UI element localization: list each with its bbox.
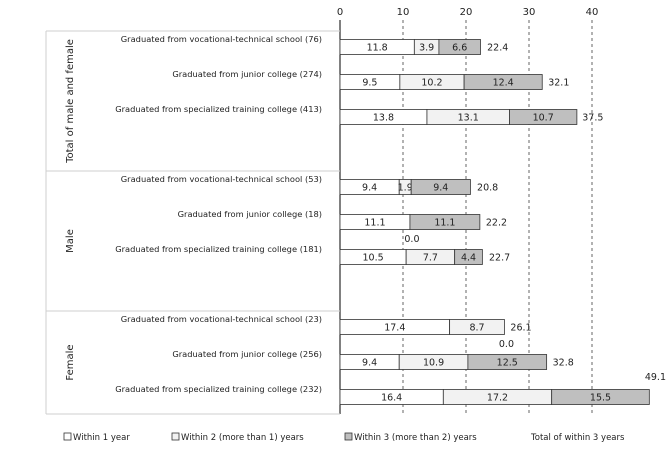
bar-segment <box>467 354 548 370</box>
x-tick-label: 10 <box>397 7 410 18</box>
bar-segment <box>454 249 483 265</box>
legend-swatch <box>171 432 180 441</box>
bar-segment <box>551 389 650 405</box>
bar-value-label: 12.4 <box>493 78 514 89</box>
category-label: Graduated from junior college (256) <box>172 349 322 359</box>
bar-value-label: 9.4 <box>433 183 448 194</box>
bar-value-label: 17.2 <box>487 393 508 404</box>
bar-value-label: 10.9 <box>423 358 444 369</box>
category-label: Graduated from vocational-technical scho… <box>121 314 322 324</box>
total-label: 37.5 <box>582 113 603 124</box>
bar-value-label: 9.4 <box>362 183 377 194</box>
legend-swatch <box>344 432 353 441</box>
category-label: Graduated from specialized training coll… <box>115 244 322 254</box>
category-label: Graduated from vocational-technical scho… <box>121 34 322 44</box>
bar-value-label: 3.9 <box>419 43 434 54</box>
bar-segment <box>410 179 471 195</box>
bar-segment <box>449 319 505 335</box>
legend-label: Within 3 (more than 2) years <box>354 433 477 443</box>
category-label: Graduated from vocational-technical scho… <box>121 174 322 184</box>
total-label: 32.1 <box>548 78 569 89</box>
bar-value-label: 11.8 <box>367 43 388 54</box>
group-label: Male <box>65 229 76 253</box>
category-label: Graduated from junior college (18) <box>178 209 322 219</box>
bar-value-label: 12.5 <box>497 358 518 369</box>
total-label: 22.7 <box>489 253 510 264</box>
legend-label: Within 1 year <box>73 433 130 443</box>
bar-value-label: 10.2 <box>421 78 442 89</box>
bar-value-label: 0.0 <box>404 234 419 245</box>
bar-value-label: 16.4 <box>381 393 402 404</box>
bar-value-label: 13.1 <box>458 113 479 124</box>
bar-segment <box>463 74 543 90</box>
bar-value-label: 8.7 <box>469 323 484 334</box>
total-label: 22.2 <box>486 218 507 229</box>
x-tick-label: 0 <box>337 7 343 18</box>
category-label: Graduated from junior college (274) <box>172 69 322 79</box>
bar-segment <box>409 214 481 230</box>
total-label: 26.1 <box>510 323 531 334</box>
total-label: 32.8 <box>553 358 574 369</box>
bar-value-label: 9.4 <box>362 358 377 369</box>
x-tick-label: 20 <box>460 7 473 18</box>
bar-value-label: 7.7 <box>423 253 438 264</box>
bar-value-label: 10.7 <box>533 113 554 124</box>
bar-value-label: 11.1 <box>434 218 455 229</box>
bar-value-label: 6.6 <box>452 43 467 54</box>
x-tick-label: 40 <box>586 7 599 18</box>
group-label: Total of male and female <box>65 39 76 164</box>
total-label: 49.1 <box>645 372 666 383</box>
bar-value-label: 11.1 <box>364 218 385 229</box>
category-label: Graduated from specialized training coll… <box>115 104 322 114</box>
bar-value-label: 0.0 <box>499 339 514 350</box>
bar-segment <box>509 109 578 125</box>
bar-segment <box>438 39 481 55</box>
bar-value-label: 17.4 <box>384 323 405 334</box>
bar-value-label: 1.9 <box>398 183 413 194</box>
bar-value-label: 4.4 <box>461 253 476 264</box>
x-tick-label: 30 <box>523 7 536 18</box>
legend-label-total: Total of within 3 years <box>530 433 625 443</box>
bar-value-label: 13.8 <box>373 113 394 124</box>
legend-label: Within 2 (more than 1) years <box>181 433 304 443</box>
total-label: 22.4 <box>487 43 508 54</box>
total-label: 20.8 <box>477 183 498 194</box>
bar-value-label: 15.5 <box>590 393 611 404</box>
legend-swatch <box>63 432 72 441</box>
bar-value-label: 10.5 <box>362 253 383 264</box>
bar-value-label: 9.5 <box>362 78 377 89</box>
group-label: Female <box>65 344 76 380</box>
category-label: Graduated from specialized training coll… <box>115 384 322 394</box>
